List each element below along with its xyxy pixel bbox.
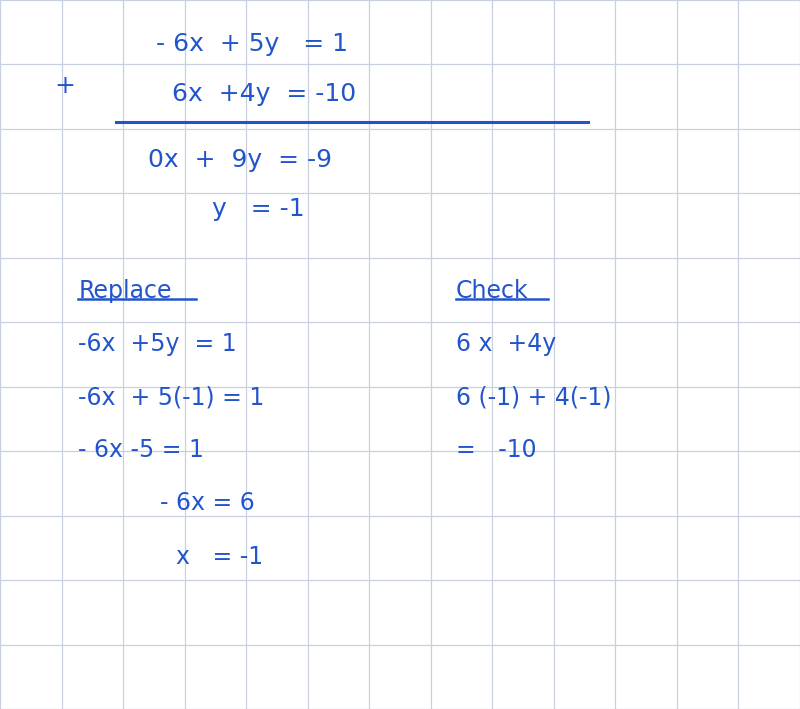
Text: y   = -1: y = -1 xyxy=(212,197,305,221)
Text: 6 x  +4y: 6 x +4y xyxy=(456,332,556,356)
Text: - 6x = 6: - 6x = 6 xyxy=(160,491,254,515)
Text: Replace: Replace xyxy=(78,279,172,303)
Text: Check: Check xyxy=(456,279,529,303)
Text: +: + xyxy=(54,74,75,99)
Text: - 6x  + 5y   = 1: - 6x + 5y = 1 xyxy=(156,32,348,56)
Text: 0x  +  9y  = -9: 0x + 9y = -9 xyxy=(148,147,332,172)
Text: 6x  +4y  = -10: 6x +4y = -10 xyxy=(172,82,356,106)
Text: =   -10: = -10 xyxy=(456,438,537,462)
Text: 6 (-1) + 4(-1): 6 (-1) + 4(-1) xyxy=(456,385,611,409)
Text: -6x  +5y  = 1: -6x +5y = 1 xyxy=(78,332,237,356)
Text: -6x  + 5(-1) = 1: -6x + 5(-1) = 1 xyxy=(78,385,265,409)
Text: x   = -1: x = -1 xyxy=(176,545,263,569)
Text: - 6x -5 = 1: - 6x -5 = 1 xyxy=(78,438,204,462)
